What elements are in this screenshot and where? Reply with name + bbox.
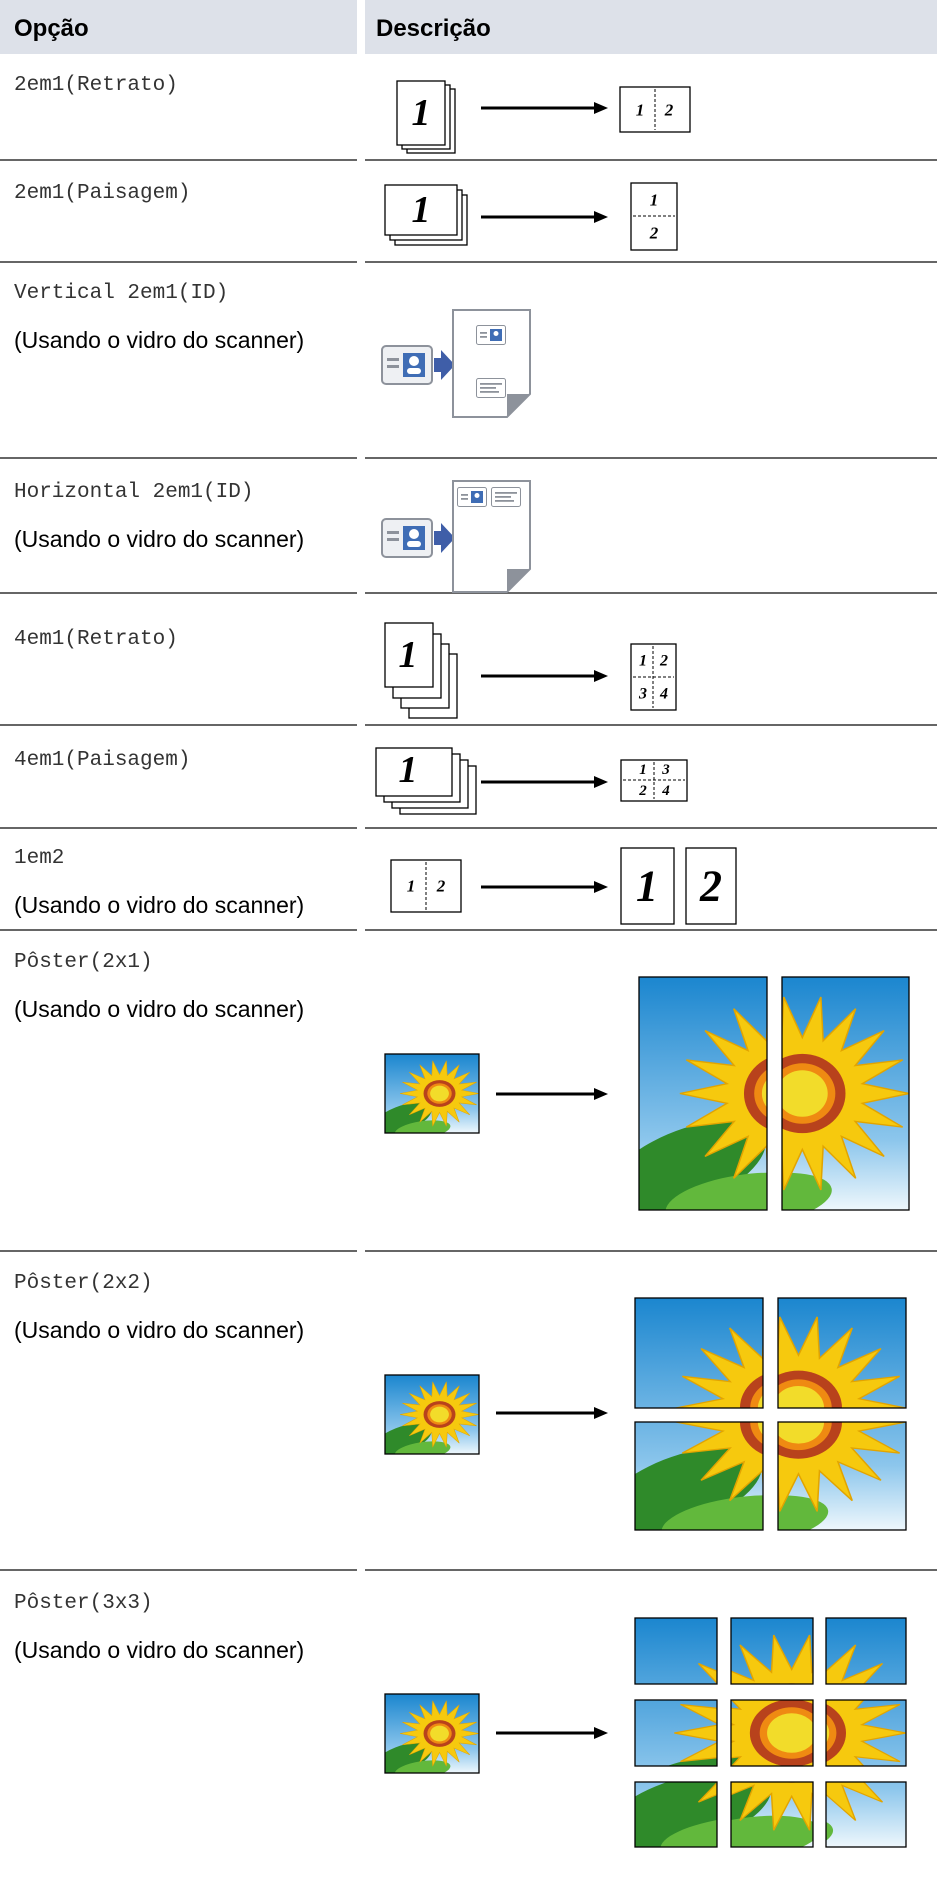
option-name: 4em1(Paisagem) <box>14 749 190 772</box>
option-name: Pôster(2x2) <box>14 1272 153 1295</box>
row-separators <box>0 159 937 1571</box>
figure-digit: 1 <box>412 189 431 231</box>
figure-digit: 4 <box>659 686 668 703</box>
option-note: (Usando o vidro do scanner) <box>14 1317 304 1343</box>
figure-digit: 1 <box>636 862 658 911</box>
header-cell <box>365 0 937 54</box>
figure-digit: 1 <box>636 101 645 120</box>
figure-digit: 1 <box>639 762 647 778</box>
figure-digit: 1 <box>399 634 418 676</box>
option-name: 2em1(Paisagem) <box>14 182 190 205</box>
figure-digit: 2 <box>649 224 659 243</box>
option-name: Horizontal 2em1(ID) <box>14 481 253 504</box>
option-texts: 2em1(Retrato) 2em1(Paisagem) Vertical 2em1… <box>14 74 304 1663</box>
figure-digit: 1 <box>412 92 431 134</box>
figure-poster-3x3 <box>384 1617 907 1848</box>
option-name: Pôster(3x3) <box>14 1592 153 1615</box>
figure-4in1-landscape: 1 1 3 2 4 <box>375 747 688 815</box>
option-note: (Usando o vidro do scanner) <box>14 1637 304 1663</box>
figure-digit: 1 <box>407 877 416 896</box>
figure-2in1-portrait: 1 1 2 <box>396 80 691 154</box>
figure-digit: 2 <box>664 101 674 120</box>
figure-poster-2x1 <box>384 976 910 1211</box>
figure-digit: 2 <box>699 862 722 911</box>
figure-digit: 1 <box>639 653 647 670</box>
figure-digit: 3 <box>661 762 670 778</box>
figure-digit: 1 <box>399 749 418 791</box>
header-cell <box>0 0 357 54</box>
figure-poster-2x2 <box>384 1297 907 1531</box>
option-note: (Usando o vidro do scanner) <box>14 892 304 918</box>
figure-digit: 2 <box>638 783 647 799</box>
option-name: 2em1(Retrato) <box>14 74 178 97</box>
header-option: Opção <box>14 15 89 42</box>
figure-digit: 2 <box>436 877 446 896</box>
option-note: (Usando o vidro do scanner) <box>14 996 304 1022</box>
figure-2in1-landscape: 1 1 2 <box>384 182 678 251</box>
figure-digit: 1 <box>650 191 659 210</box>
figure-id-horizontal <box>381 480 531 593</box>
figure-1in2: 1 2 1 2 <box>390 847 737 925</box>
option-name: Vertical 2em1(ID) <box>14 282 228 305</box>
option-note: (Usando o vidro do scanner) <box>14 526 304 552</box>
option-name: 4em1(Retrato) <box>14 628 178 651</box>
figure-digit: 3 <box>638 686 647 703</box>
figure-digit: 2 <box>659 653 668 670</box>
option-note: (Usando o vidro do scanner) <box>14 327 304 353</box>
figure-4in1-portrait: 1 1 2 3 4 <box>384 622 677 719</box>
option-name: Pôster(2x1) <box>14 951 153 974</box>
figure-id-vertical <box>381 309 531 418</box>
header-description: Descrição <box>376 15 491 42</box>
option-name: 1em2 <box>14 847 64 870</box>
figure-digit: 4 <box>661 783 670 799</box>
poster-figures <box>384 976 910 1848</box>
